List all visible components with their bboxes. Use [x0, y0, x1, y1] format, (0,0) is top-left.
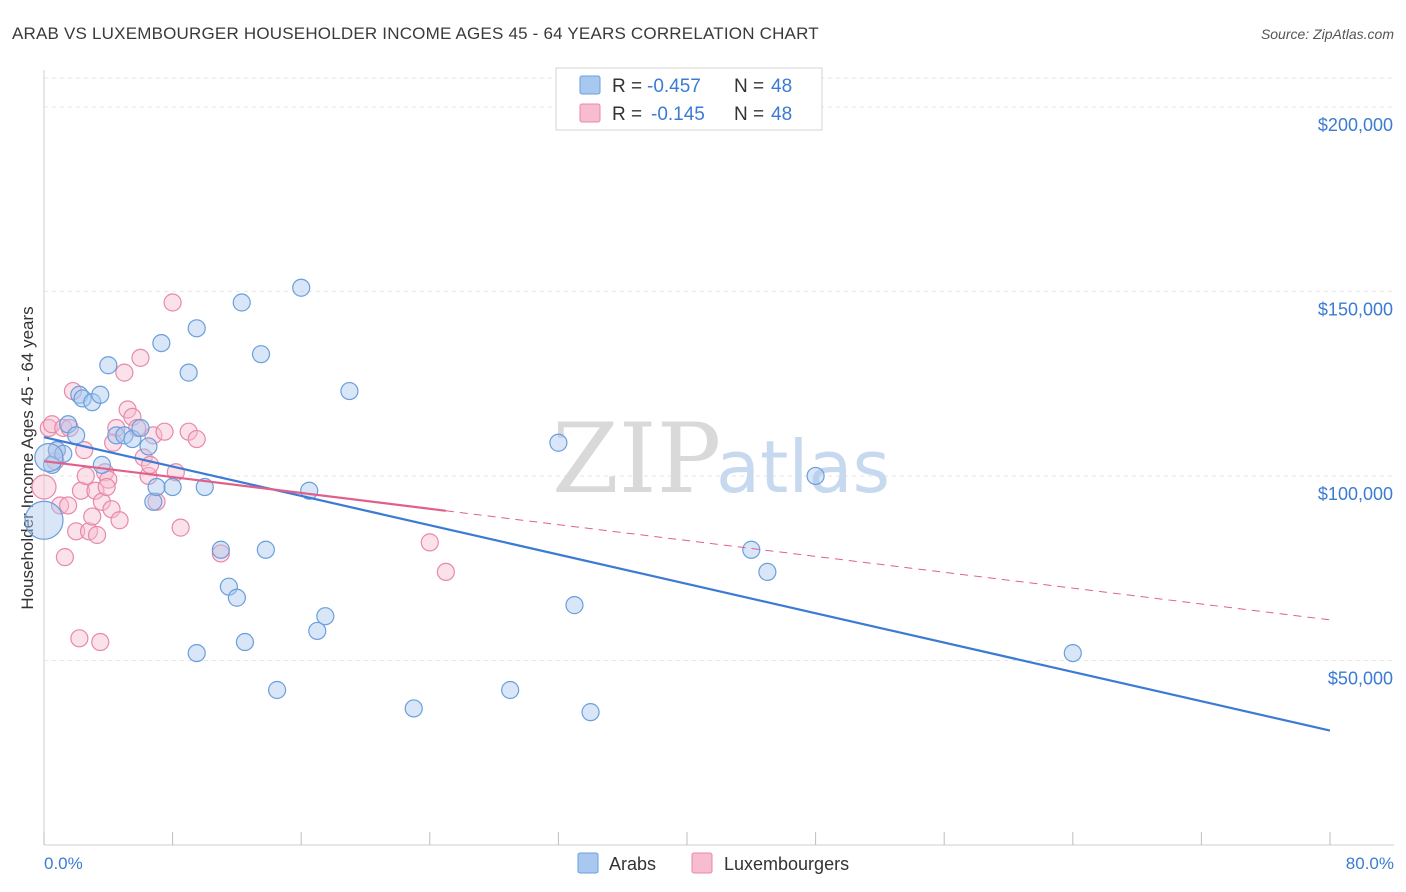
point-luxembourgers	[91, 632, 110, 652]
point-luxembourgers	[86, 481, 105, 500]
point-arabs	[235, 632, 255, 652]
legend-swatch-arabs	[579, 75, 601, 95]
point-luxembourgers	[42, 415, 62, 434]
series-legend: Arabs Luxembourgers	[577, 852, 849, 874]
series-legend-swatch-arabs	[577, 852, 599, 874]
point-luxembourgers	[83, 507, 102, 526]
gridlines	[44, 77, 1394, 661]
point-arabs	[24, 500, 64, 540]
point-arabs	[308, 621, 327, 641]
chart-title: ARAB VS LUXEMBOURGER HOUSEHOLDER INCOME …	[12, 24, 819, 43]
point-luxembourgers	[87, 525, 107, 545]
legend-r-label-arabs: R =	[612, 76, 642, 97]
point-arabs	[91, 385, 110, 404]
trend-line-extension-luxembourgers	[445, 510, 1331, 621]
point-arabs	[256, 540, 275, 559]
point-arabs	[152, 333, 171, 353]
point-luxembourgers	[70, 629, 89, 648]
legend-n-value-arabs: 48	[771, 76, 792, 97]
point-arabs	[144, 492, 163, 511]
y-tick-label: $50,000	[1328, 668, 1393, 688]
legend-r-label-luxembourgers: R =	[612, 104, 642, 125]
series-legend-label-luxembourgers: Luxembourgers	[724, 854, 849, 874]
point-arabs	[232, 293, 251, 312]
point-arabs	[195, 477, 214, 497]
point-arabs	[316, 607, 335, 626]
point-arabs	[251, 345, 271, 364]
chart-source: Source: ZipAtlas.com	[1261, 26, 1394, 42]
point-luxembourgers	[171, 518, 190, 537]
point-arabs	[147, 477, 166, 497]
x-tick-marks	[43, 832, 1331, 845]
point-arabs	[211, 540, 230, 559]
point-luxembourgers	[155, 422, 174, 441]
point-luxembourgers	[97, 477, 116, 497]
point-arabs	[163, 477, 182, 497]
point-arabs	[549, 433, 568, 452]
trend-line-luxembourgers	[43, 460, 447, 512]
legend-n-label-arabs: N =	[734, 76, 764, 97]
legend-swatch-luxembourgers	[579, 103, 601, 123]
point-arabs	[806, 466, 825, 486]
point-arabs	[54, 444, 73, 463]
point-arabs	[758, 562, 777, 582]
legend-n-label-luxembourgers: N =	[734, 104, 764, 125]
watermark-atlas: atlas	[716, 425, 890, 509]
watermark: ZIP atlas	[552, 403, 890, 515]
point-arabs	[139, 437, 158, 456]
series-arabs-points	[24, 278, 1082, 722]
point-luxembourgers	[131, 348, 150, 367]
point-arabs	[404, 699, 423, 718]
point-luxembourgers	[31, 474, 57, 500]
point-arabs	[92, 455, 111, 474]
point-arabs	[292, 278, 311, 297]
point-arabs	[267, 680, 287, 700]
point-arabs	[34, 442, 64, 473]
point-luxembourgers	[71, 481, 91, 500]
trend-lines	[43, 436, 1331, 732]
point-luxembourgers	[55, 548, 74, 567]
point-arabs	[565, 596, 584, 615]
point-arabs	[187, 643, 206, 663]
point-luxembourgers	[76, 466, 95, 486]
series-luxembourgers-points	[31, 293, 455, 652]
point-arabs	[501, 680, 520, 700]
point-luxembourgers	[187, 429, 206, 449]
point-luxembourgers	[163, 293, 182, 312]
x-tick-label-min: 0.0%	[44, 854, 83, 873]
point-arabs	[131, 418, 150, 438]
y-tick-label: $150,000	[1318, 299, 1393, 319]
y-tick-label: $100,000	[1318, 484, 1393, 504]
trend-line-arabs	[43, 436, 1331, 732]
series-legend-label-arabs: Arabs	[609, 854, 656, 874]
point-luxembourgers	[436, 562, 455, 582]
point-luxembourgers	[67, 522, 86, 541]
point-luxembourgers	[92, 492, 111, 511]
point-arabs	[742, 540, 761, 559]
point-arabs	[227, 588, 246, 607]
point-luxembourgers	[420, 533, 439, 552]
point-luxembourgers	[59, 496, 78, 515]
y-tick-label: $200,000	[1318, 115, 1393, 135]
point-luxembourgers	[110, 511, 129, 530]
point-arabs	[581, 703, 600, 722]
x-tick-label-max: 80.0%	[1346, 854, 1394, 873]
point-luxembourgers	[115, 363, 134, 382]
y-tick-labels: $50,000 $100,000 $150,000 $200,000	[1318, 115, 1393, 689]
point-arabs	[99, 356, 118, 375]
y-axis-label: Householder Income Ages 45 - 64 years	[18, 306, 37, 609]
point-arabs	[1063, 643, 1082, 663]
legend-r-value-arabs: -0.457	[647, 76, 701, 97]
point-arabs	[340, 381, 359, 401]
correlation-legend: R = -0.457 N = 48 R = -0.145 N = 48	[555, 67, 823, 131]
point-arabs	[179, 363, 198, 382]
point-arabs	[187, 319, 206, 338]
point-arabs	[67, 426, 86, 445]
series-legend-swatch-luxembourgers	[691, 852, 713, 874]
legend-n-value-luxembourgers: 48	[771, 104, 792, 125]
watermark-zip: ZIP	[552, 403, 721, 515]
point-arabs	[73, 389, 92, 408]
legend-r-value-luxembourgers: -0.145	[651, 104, 705, 125]
